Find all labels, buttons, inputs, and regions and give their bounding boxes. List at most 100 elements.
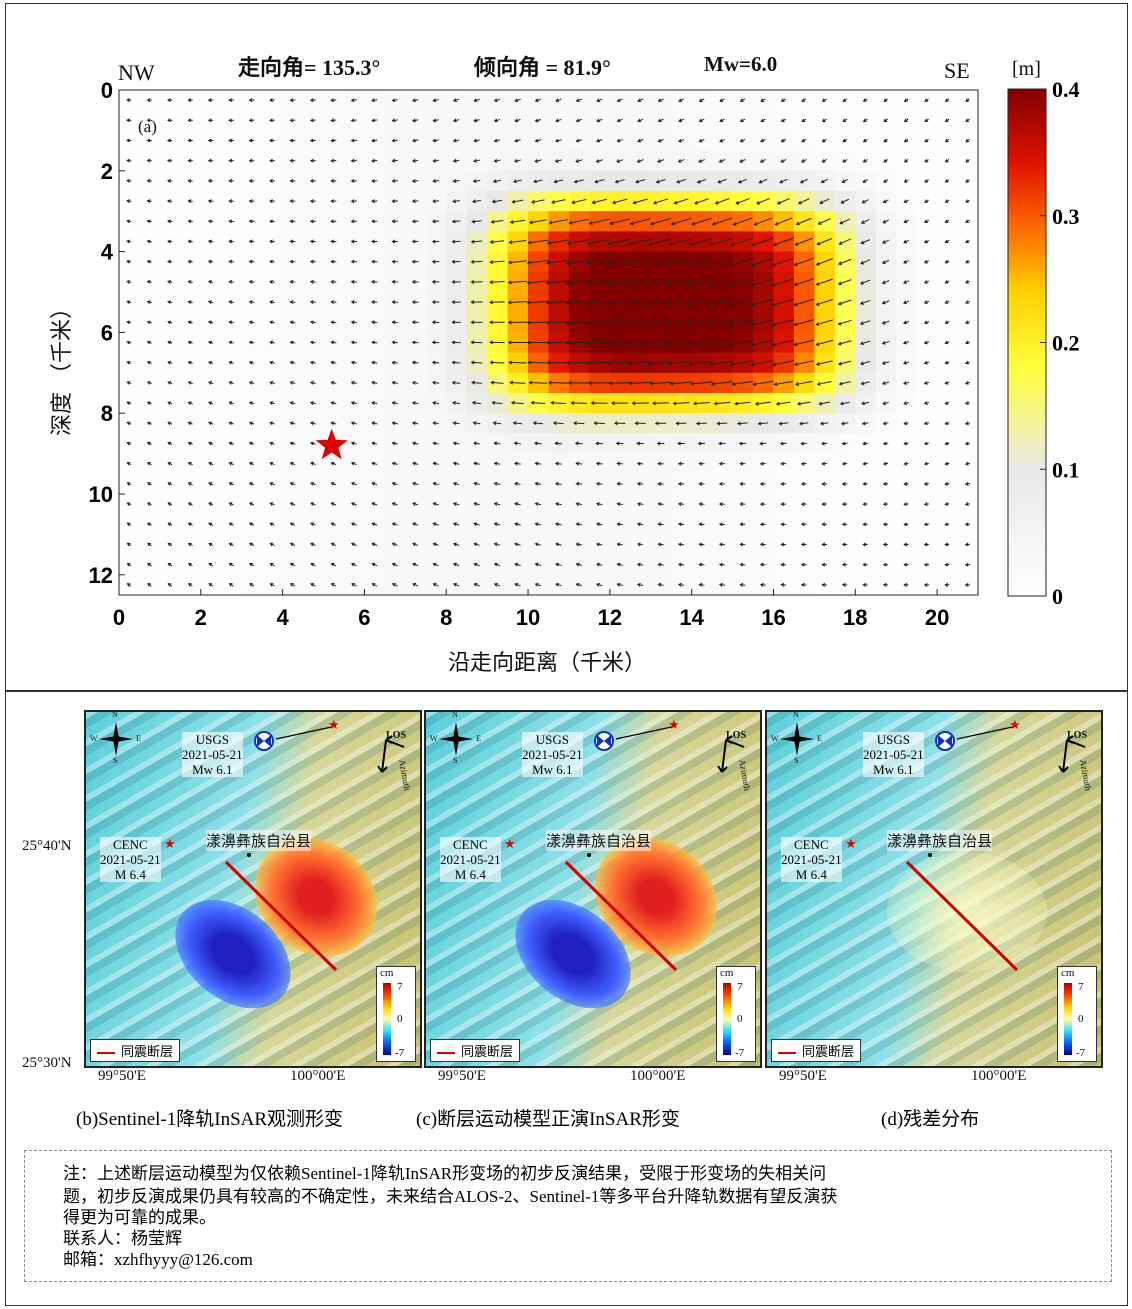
rake-arrowhead xyxy=(585,261,590,266)
rake-arrowhead xyxy=(208,563,213,567)
rake-arrowhead xyxy=(248,300,253,305)
rake-arrow xyxy=(739,159,746,163)
rake-arrowhead xyxy=(698,582,703,587)
x-axis-label: 沿走向距离（千米） xyxy=(448,651,647,676)
rake-arrowhead xyxy=(883,98,888,102)
rake-arrowhead xyxy=(432,138,437,143)
rake-arrowhead xyxy=(431,219,436,224)
rake-arrowhead xyxy=(166,158,171,163)
rake-arrowhead xyxy=(228,98,233,103)
rake-arrowhead xyxy=(647,262,652,266)
compass-w: W xyxy=(430,734,438,743)
rake-arrow xyxy=(710,237,735,246)
rake-arrowhead xyxy=(670,221,675,226)
rake-arrow xyxy=(587,361,613,364)
rake-arrow xyxy=(751,339,776,346)
rake-arrow xyxy=(751,277,776,286)
rake-arrow xyxy=(432,361,440,364)
rake-arrow xyxy=(586,300,613,305)
rake-arrowhead xyxy=(391,279,396,284)
rake-arrow xyxy=(533,422,543,425)
rake-arrowhead xyxy=(228,320,233,325)
rake-arrowhead xyxy=(944,300,949,304)
rake-arrowhead xyxy=(514,98,519,103)
rake-arrow xyxy=(730,278,756,286)
rake-arrowhead xyxy=(146,482,151,486)
rake-arrowhead xyxy=(310,562,315,567)
y-tick-label: 8 xyxy=(101,401,113,426)
compass-n: N xyxy=(452,710,458,719)
rake-arrowhead xyxy=(842,138,847,143)
rake-arrowhead xyxy=(695,421,700,426)
rake-arrowhead xyxy=(491,400,496,405)
rake-arrow xyxy=(574,422,585,425)
rake-arrowhead xyxy=(489,280,494,285)
rake-arrowhead xyxy=(964,502,969,507)
rake-arrowhead xyxy=(452,158,457,163)
rake-arrowhead xyxy=(248,259,253,264)
colorbar-tick: 0.4 xyxy=(1052,77,1080,102)
rake-arrowhead xyxy=(146,280,151,284)
rake-arrowhead xyxy=(678,118,683,123)
rake-arrowhead xyxy=(545,300,550,305)
rake-arrowhead xyxy=(228,300,233,305)
rake-arrow xyxy=(753,380,774,385)
rake-arrowhead xyxy=(508,360,513,365)
rake-arrowhead xyxy=(815,362,820,366)
rake-arrowhead xyxy=(595,502,600,506)
rake-arrow xyxy=(452,220,461,223)
rake-arrowhead xyxy=(371,481,376,486)
rake-arrowhead xyxy=(350,481,355,486)
rake-arrowhead xyxy=(739,502,744,507)
rake-arrowhead xyxy=(565,341,570,345)
rake-arrowhead xyxy=(167,562,172,567)
rake-arrow xyxy=(490,281,505,283)
se-label: SE xyxy=(944,58,970,83)
rake-arrowhead xyxy=(965,259,969,264)
rake-arrowhead xyxy=(944,401,949,405)
rake-arrow xyxy=(772,318,796,326)
rake-arrowhead xyxy=(452,481,457,486)
rake-arrowhead xyxy=(718,522,723,527)
rake-arrowhead xyxy=(371,461,376,466)
rake-arrowhead xyxy=(626,281,631,286)
rake-arrowhead xyxy=(756,200,760,205)
rake-arrow xyxy=(717,178,727,184)
rake-arrowhead xyxy=(964,542,969,547)
rake-arrowhead xyxy=(731,382,736,386)
rake-arrow xyxy=(630,218,651,225)
rake-arrowhead xyxy=(775,401,780,406)
rake-arrowhead xyxy=(207,98,212,103)
rake-arrowhead xyxy=(841,562,846,567)
rake-arrowhead xyxy=(309,401,314,405)
rake-arrowhead xyxy=(944,502,949,507)
rake-arrowhead xyxy=(451,340,456,345)
rake-arrowhead xyxy=(735,200,740,205)
rake-arrowhead xyxy=(965,98,970,103)
rake-arrowhead xyxy=(330,239,335,244)
rake-arrowhead xyxy=(903,300,907,305)
rake-arrowhead xyxy=(923,421,928,426)
rake-arrowhead xyxy=(309,360,314,365)
rake-arrow xyxy=(553,422,564,425)
y-tick-label: 10 xyxy=(89,482,113,507)
rake-arrowhead xyxy=(228,279,233,284)
rake-arrowhead xyxy=(615,441,620,446)
rake-arrowhead xyxy=(837,321,842,326)
rake-arrowhead xyxy=(493,522,498,527)
rake-arrowhead xyxy=(555,542,559,547)
rake-arrow xyxy=(627,279,654,285)
rake-arrowhead xyxy=(734,401,739,406)
rake-arrow xyxy=(531,402,546,405)
rake-arrowhead xyxy=(248,340,253,345)
rake-arrow xyxy=(612,198,628,204)
rake-arrowhead xyxy=(729,282,734,287)
rake-arrowhead xyxy=(903,179,908,183)
rake-arrowhead xyxy=(903,502,908,507)
rake-arrowhead xyxy=(837,281,842,286)
rake-arrowhead xyxy=(698,118,703,123)
rake-arrowhead xyxy=(289,380,294,385)
rake-arrowhead xyxy=(944,562,949,567)
rake-arrowhead xyxy=(207,118,212,123)
rake-arrowhead xyxy=(452,522,457,527)
